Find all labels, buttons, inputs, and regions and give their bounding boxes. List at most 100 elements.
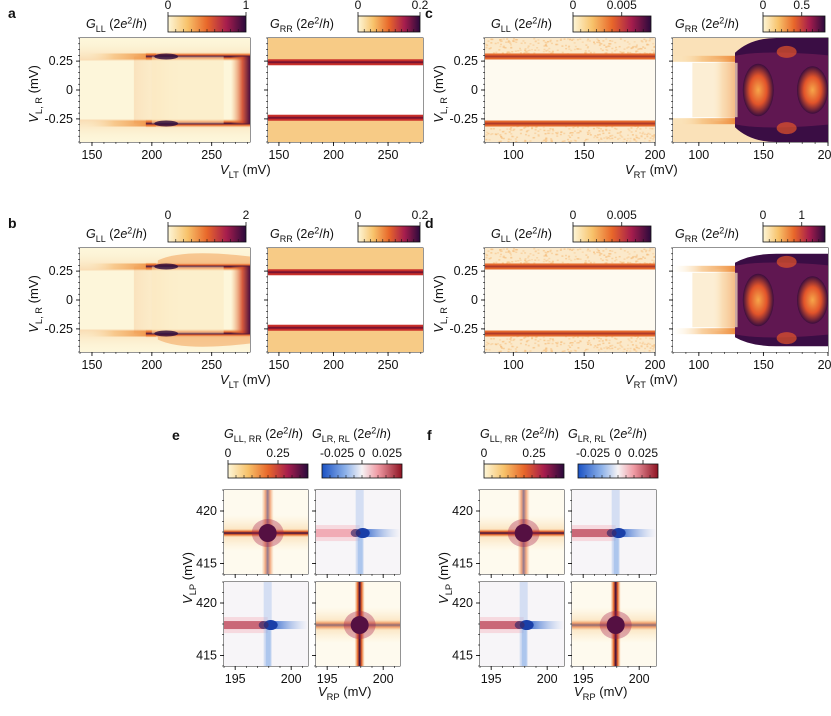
x-tick-label: 200 bbox=[645, 148, 666, 162]
x-tick-label: 200 bbox=[373, 672, 394, 686]
y-tick-label: 415 bbox=[452, 649, 473, 663]
x-tick-label: 100 bbox=[688, 358, 709, 372]
colorbar-b-1-tick-label: 0 bbox=[165, 208, 172, 222]
x-tick-label: 195 bbox=[481, 672, 502, 686]
heatmap-grr bbox=[673, 248, 828, 352]
x-tick-label: 200 bbox=[629, 672, 650, 686]
colorbar-a-1-tick-label: 1 bbox=[243, 0, 250, 12]
heatmap-gll bbox=[80, 248, 250, 352]
x-tick-label: 250 bbox=[378, 358, 399, 372]
y-tick-label: 0 bbox=[66, 83, 73, 97]
y-axis-label: VLP (mV) bbox=[180, 552, 198, 604]
x-tick-label: 195 bbox=[573, 672, 594, 686]
x-axis-label: VRT (mV) bbox=[625, 162, 678, 180]
colorbar-b-2: 0 0.2 bbox=[355, 208, 429, 243]
y-tick-label: 0 bbox=[471, 83, 478, 97]
heatmap-ll bbox=[480, 490, 564, 574]
colorbar-e-gllrr: 0 0.25 bbox=[225, 446, 309, 479]
x-tick-label: 100 bbox=[503, 148, 524, 162]
x-axis-label: VRT (mV) bbox=[625, 372, 678, 390]
y-tick-label: 420 bbox=[452, 504, 473, 518]
colorbar-d-2-tick-label: 1 bbox=[798, 208, 805, 222]
heatmap-grr bbox=[268, 248, 423, 352]
colorbar-c-2-tick-label: 0.5 bbox=[793, 0, 810, 12]
y-tick-label: -0.25 bbox=[45, 112, 74, 126]
x-axis-label: VRP (mV) bbox=[318, 684, 371, 702]
heatmap-gll bbox=[485, 38, 655, 142]
x-tick-label: 150 bbox=[82, 358, 103, 372]
colorbar-f-gllrr: 0 0.25 bbox=[481, 446, 565, 479]
y-tick-label: -0.25 bbox=[450, 112, 479, 126]
heatmap-lr bbox=[572, 490, 656, 574]
x-tick-label: 150 bbox=[574, 148, 595, 162]
x-tick-label: 195 bbox=[317, 672, 338, 686]
x-tick-label: 195 bbox=[225, 672, 246, 686]
colorbar-title-glrrl: GLR, RL (2e2/h) bbox=[568, 425, 647, 444]
colorbar-f-gllrr-tick-label: 0 bbox=[481, 446, 488, 460]
x-tick-label: 200 bbox=[537, 672, 558, 686]
y-tick-label: 0.25 bbox=[49, 54, 73, 68]
y-tick-label: 0 bbox=[471, 293, 478, 307]
colorbar-title-g_ll: GLL (2e2/h) bbox=[491, 15, 552, 34]
y-axis-label: VL, R (mV) bbox=[26, 275, 44, 333]
x-tick-label: 200 bbox=[141, 358, 162, 372]
y-tick-label: 0.25 bbox=[454, 54, 478, 68]
x-tick-label: 200 bbox=[323, 148, 344, 162]
x-tick-label: 250 bbox=[201, 358, 222, 372]
colorbar-b-2-tick-label: 0.2 bbox=[412, 208, 429, 222]
x-tick-label: 100 bbox=[688, 148, 709, 162]
y-tick-label: -0.25 bbox=[450, 322, 479, 336]
heatmap-rr bbox=[572, 582, 656, 666]
colorbar-f-gllrr-tick-label: 0.25 bbox=[522, 446, 546, 460]
y-tick-label: 0.25 bbox=[454, 264, 478, 278]
colorbar-d-1-tick-label: 0 bbox=[570, 208, 577, 222]
x-axis-label: VLT (mV) bbox=[220, 372, 271, 390]
panel-letter-d: d bbox=[425, 215, 434, 231]
x-tick-label: 150 bbox=[753, 148, 774, 162]
colorbar-f-glrrl-tick-label: 0.025 bbox=[628, 446, 658, 460]
y-tick-label: 415 bbox=[196, 557, 217, 571]
y-tick-label: 415 bbox=[452, 557, 473, 571]
x-tick-label: 250 bbox=[201, 148, 222, 162]
colorbar-c-1-tick-label: 0.005 bbox=[607, 0, 637, 12]
x-tick-label: 150 bbox=[82, 148, 103, 162]
heatmap-rl bbox=[224, 582, 308, 666]
x-tick-label: 150 bbox=[268, 148, 289, 162]
panel-letter-a: a bbox=[8, 5, 16, 21]
colorbar-title-g_ll: GLL (2e2/h) bbox=[86, 15, 147, 34]
colorbar-title-glrrl: GLR, RL (2e2/h) bbox=[312, 425, 391, 444]
x-tick-label: 200 bbox=[323, 358, 344, 372]
colorbar-title-g_rr: GRR (2e2/h) bbox=[270, 225, 334, 244]
colorbar-c-1: 0 0.005 bbox=[570, 0, 652, 33]
x-tick-label: 200 bbox=[818, 148, 831, 162]
colorbar-f-glrrl: -0.025 0 0.025 bbox=[576, 446, 659, 479]
axes-c-right: 100 150 200 bbox=[669, 37, 831, 162]
heatmap-ll bbox=[224, 490, 308, 574]
axes-b-left: 150 200 250 0.25 0 -0.25 bbox=[45, 247, 251, 372]
colorbar-b-2-tick-label: 0 bbox=[355, 208, 362, 222]
heatmap-rl bbox=[480, 582, 564, 666]
colorbar-e-gllrr-tick-label: 0 bbox=[225, 446, 232, 460]
colorbar-a-2-tick-label: 0.2 bbox=[412, 0, 429, 12]
heatmap-lr bbox=[316, 490, 400, 574]
x-tick-label: 150 bbox=[753, 358, 774, 372]
y-tick-label: 0.25 bbox=[49, 264, 73, 278]
x-tick-label: 200 bbox=[645, 358, 666, 372]
x-tick-label: 200 bbox=[141, 148, 162, 162]
x-axis-label: VRP (mV) bbox=[574, 684, 627, 702]
colorbar-e-glrrl: -0.025 0 0.025 bbox=[320, 446, 403, 479]
heatmap-rr bbox=[316, 582, 400, 666]
panel-letter-e: e bbox=[172, 427, 180, 443]
x-tick-label: 200 bbox=[818, 358, 831, 372]
colorbar-title-gllrr: GLL, RR (2e2/h) bbox=[224, 425, 303, 444]
heatmap-grr bbox=[268, 38, 423, 142]
colorbar-b-1-tick-label: 2 bbox=[243, 208, 250, 222]
colorbar-e-glrrl-tick-label: -0.025 bbox=[320, 446, 354, 460]
colorbar-title-g_rr: GRR (2e2/h) bbox=[675, 225, 739, 244]
heatmap-gll bbox=[485, 248, 655, 352]
y-axis-label: VL, R (mV) bbox=[26, 65, 44, 123]
